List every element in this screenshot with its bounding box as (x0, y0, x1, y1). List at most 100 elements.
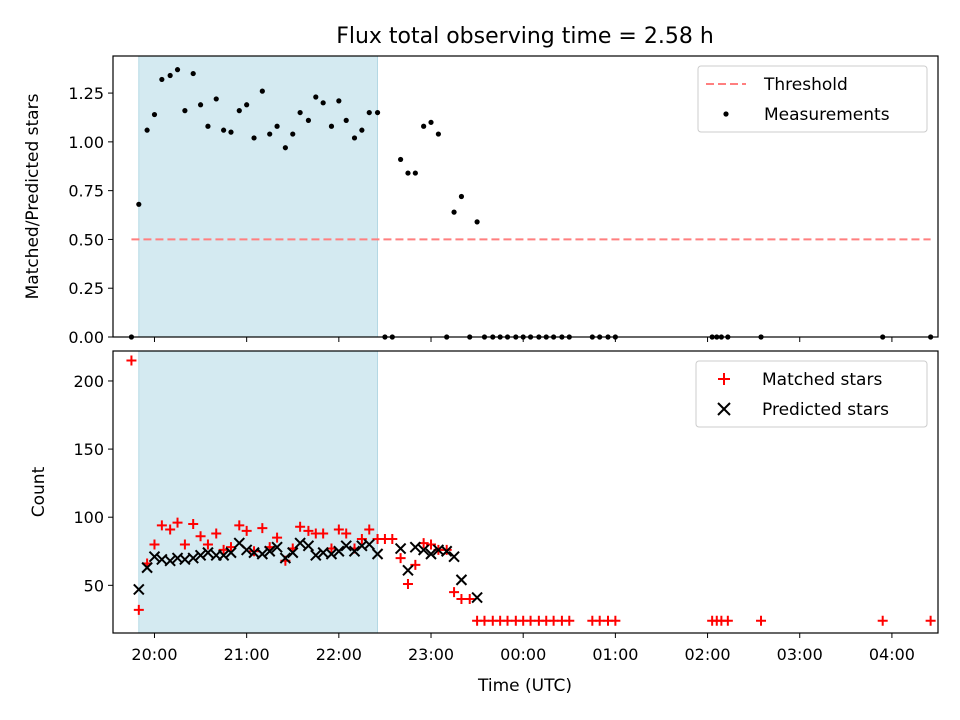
data-point (279, 552, 292, 564)
data-point (174, 67, 181, 73)
data-point (333, 524, 344, 535)
legend: Matched stars Predicted stars (695, 360, 928, 428)
legend: Threshold Measurements (697, 65, 928, 133)
data-point (202, 546, 214, 559)
data-point (348, 545, 361, 557)
x-tick-label: 20:00 (131, 645, 177, 664)
legend-frame (697, 65, 928, 133)
data-point (343, 117, 349, 123)
x-tick-label: 00:00 (500, 645, 546, 664)
data-point (405, 170, 411, 176)
data-point (455, 574, 468, 586)
observing-span (138, 55, 378, 338)
legend-label: Predicted stars (762, 400, 889, 420)
x-tick-label: 21:00 (224, 645, 270, 664)
data-point (251, 135, 257, 141)
data-point (159, 76, 165, 83)
data-point (141, 561, 153, 574)
data-point (290, 131, 296, 137)
data-point (435, 131, 441, 137)
bottom-panel: 50 100 150 200 20:00 21:00 22:00 23:00 00:00 01:0… (29, 350, 939, 664)
data-point (148, 551, 161, 563)
data-point (221, 127, 227, 133)
data-point (351, 135, 358, 141)
series-measurements (128, 67, 934, 340)
data-point (256, 548, 269, 560)
legend-frame (695, 360, 928, 428)
y-axis-label: Count (29, 466, 49, 517)
data-point (440, 545, 453, 557)
data-point (464, 593, 475, 604)
data-point (126, 355, 137, 366)
x-tick-label: 04:00 (869, 645, 915, 664)
data-point (234, 520, 245, 531)
data-point (474, 219, 480, 225)
data-point (471, 591, 483, 604)
data-point (341, 528, 352, 539)
data-point (359, 127, 365, 133)
y-tick-label: 0.25 (68, 279, 104, 298)
data-point (421, 123, 427, 129)
data-point (610, 615, 621, 626)
data-point (295, 521, 306, 532)
data-point (165, 524, 176, 535)
data-point (167, 72, 173, 79)
data-point (387, 534, 398, 544)
data-point (409, 541, 422, 553)
data-point (305, 117, 312, 123)
legend-measurements-swatch (723, 111, 729, 117)
data-point (412, 170, 418, 176)
x-tick-label: 03:00 (777, 645, 823, 664)
data-point (202, 539, 213, 550)
data-point (187, 552, 199, 564)
data-point (133, 583, 145, 596)
data-point (149, 539, 160, 550)
y-tick-label: 1.25 (68, 84, 104, 103)
data-point (272, 532, 283, 543)
data-point (364, 524, 375, 535)
data-point (402, 578, 413, 589)
y-tick-label: 0.50 (68, 230, 104, 249)
x-tick-label: 02:00 (684, 645, 730, 664)
y-tick-label: 0.75 (68, 182, 104, 201)
y-tick-label: 50 (84, 576, 104, 595)
data-point (136, 201, 142, 207)
data-point (402, 564, 414, 577)
x-tick-label: 23:00 (408, 645, 454, 664)
chart-title: Flux total observing time = 2.58 h (336, 24, 714, 49)
data-point (144, 127, 150, 133)
data-point (274, 123, 280, 129)
data-point (925, 615, 936, 626)
data-point (303, 525, 314, 536)
y-tick-label: 150 (73, 440, 104, 459)
axes-frame (112, 350, 939, 634)
data-point (394, 542, 407, 555)
data-point (756, 615, 767, 626)
observing-span (138, 350, 378, 634)
data-point (190, 70, 196, 77)
x-tick-label: 01:00 (592, 645, 638, 664)
data-point (722, 615, 733, 626)
data-point (240, 544, 253, 556)
legend-label: Matched stars (762, 370, 882, 390)
data-point (211, 528, 222, 539)
data-point (244, 102, 250, 108)
legend-label: Measurements (764, 105, 890, 125)
data-point (877, 615, 888, 626)
top-panel: 0.00 0.25 0.50 0.75 1.00 1.25 Matched/Predicte… (23, 55, 939, 347)
data-point (241, 525, 252, 536)
data-point (425, 548, 437, 560)
data-point (428, 119, 434, 125)
data-point (164, 555, 176, 567)
data-point (213, 96, 219, 102)
data-point (217, 549, 230, 562)
data-point (340, 540, 352, 552)
data-point (182, 108, 188, 114)
legend-matched-swatch (718, 373, 730, 385)
data-point (374, 109, 381, 116)
data-point (318, 528, 329, 539)
data-point (313, 94, 319, 100)
data-point (448, 551, 460, 563)
